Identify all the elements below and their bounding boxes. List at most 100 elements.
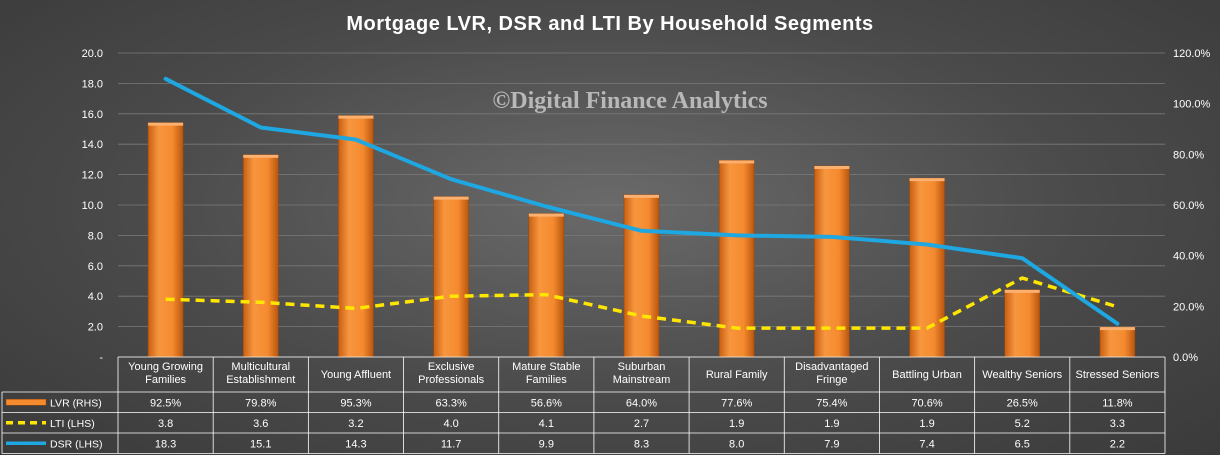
category-label-line: Suburban xyxy=(618,361,666,373)
table-value: 79.8% xyxy=(245,397,276,409)
y-left-tick-label: 8.0 xyxy=(88,230,103,242)
legend-label: DSR (LHS) xyxy=(50,438,103,450)
lti-line xyxy=(165,276,1118,330)
table-value: 1.9 xyxy=(729,418,744,430)
table-value: 4.0 xyxy=(443,418,458,430)
y-left-tick-label: - xyxy=(99,352,103,364)
lvr-bar-top xyxy=(814,165,850,169)
table-value: 2.7 xyxy=(634,418,649,430)
category-label-line: Multicultural xyxy=(231,361,290,373)
table-value: 7.4 xyxy=(919,438,934,450)
y-right-tick-label: 100.0% xyxy=(1173,99,1211,111)
category-label-line: Disadvantaged xyxy=(795,361,868,373)
lvr-bar-top xyxy=(528,213,564,217)
table-value: 2.2 xyxy=(1110,438,1125,450)
category-label: Young Affluent xyxy=(321,369,391,381)
y-left-tick-label: 10.0 xyxy=(82,200,103,212)
y-left-tick-label: 18.0 xyxy=(82,78,103,90)
lvr-bar-top xyxy=(338,115,374,119)
legend-label: LTI (LHS) xyxy=(50,418,95,430)
category-label-line: Wealthy Seniors xyxy=(982,369,1062,381)
category-label-line: Professionals xyxy=(418,374,485,386)
lvr-bar-top xyxy=(148,122,184,126)
y-right-tick-label: 80.0% xyxy=(1173,149,1204,161)
table-value: 7.9 xyxy=(824,438,839,450)
category-label: Rural Family xyxy=(706,369,768,381)
table-value: 1.9 xyxy=(919,418,934,430)
category-label-line: Fringe xyxy=(816,374,847,386)
category-label-line: Mature Stable xyxy=(512,361,580,373)
y-left-tick-label: 12.0 xyxy=(82,170,103,182)
table-value: 11.7 xyxy=(441,438,462,450)
y-left-tick-label: 14.0 xyxy=(82,139,103,151)
lvr-bar-top xyxy=(909,178,945,182)
axis-ticks: - 2.0 4.0 6.0 8.0 10.0 12.0 14.0 16.0 18.0 20.0 0.0… xyxy=(82,48,1211,364)
y-left-tick-label: 2.0 xyxy=(88,322,103,334)
table-value: 63.3% xyxy=(436,397,467,409)
table-value: 3.2 xyxy=(348,418,363,430)
table-value: 3.8 xyxy=(158,418,173,430)
lvr-bar-top xyxy=(433,196,469,200)
lvr-bar xyxy=(433,196,469,358)
category-label-line: Mainstream xyxy=(613,374,670,386)
table-value: 77.6% xyxy=(721,397,752,409)
lvr-bar-top xyxy=(719,160,755,164)
lvr-bar xyxy=(1004,289,1041,358)
table-value: 56.6% xyxy=(531,397,562,409)
chart-title: Mortgage LVR, DSR and LTI By Household S… xyxy=(346,13,873,35)
series-lines xyxy=(163,76,1120,330)
y-left-tick-label: 6.0 xyxy=(88,261,103,273)
table-value: 3.6 xyxy=(253,418,268,430)
lvr-bar-top xyxy=(243,154,279,158)
category-label-line: Families xyxy=(526,374,567,386)
table-value: 92.5% xyxy=(150,397,181,409)
category-label-line: Young Affluent xyxy=(321,369,391,381)
legend-key-lvr xyxy=(5,399,47,406)
table-value: 75.4% xyxy=(816,397,847,409)
lvr-bar xyxy=(528,213,565,358)
table-value: 26.5% xyxy=(1007,397,1038,409)
category-label-line: Establishment xyxy=(226,374,295,386)
table-value: 4.1 xyxy=(539,418,554,430)
dsr-line xyxy=(163,76,1120,326)
y-right-tick-label: 120.0% xyxy=(1173,48,1211,60)
table-value: 64.0% xyxy=(626,397,657,409)
table-value: 8.3 xyxy=(634,438,649,450)
table-value: 3.3 xyxy=(1110,418,1125,430)
category-label: Young Growing Families xyxy=(128,361,203,386)
lvr-bar-top xyxy=(624,194,659,198)
category-label: Battling Urban xyxy=(892,369,962,381)
category-label-line: Exclusive xyxy=(428,361,474,373)
category-label: Suburban Mainstream xyxy=(613,361,670,386)
y-right-tick-label: 0.0% xyxy=(1173,352,1198,364)
category-label-line: Rural Family xyxy=(706,369,768,381)
table-value: 5.2 xyxy=(1015,418,1030,430)
lvr-bar xyxy=(1099,326,1136,358)
lvr-bar xyxy=(909,177,945,358)
table-value: 6.5 xyxy=(1015,438,1030,450)
lvr-bar-top xyxy=(1099,327,1135,331)
y-right-tick-label: 40.0% xyxy=(1173,251,1204,263)
table-value: 18.3 xyxy=(155,438,176,450)
category-label: Wealthy Seniors xyxy=(982,369,1062,381)
table-value: 8.0 xyxy=(729,438,744,450)
table-value: 70.6% xyxy=(911,397,942,409)
lvr-bar xyxy=(623,194,660,358)
lvr-bar-top xyxy=(1004,289,1040,293)
table-value: 14.3 xyxy=(345,438,366,450)
table-value: 1.9 xyxy=(824,418,839,430)
table-value: 9.9 xyxy=(539,438,554,450)
lvr-bar xyxy=(242,154,279,358)
category-label-line: Families xyxy=(145,374,186,386)
lvr-bar xyxy=(814,165,850,358)
category-label-line: Battling Urban xyxy=(892,369,962,381)
category-label: Exclusive Professionals xyxy=(418,361,485,386)
lvr-bars xyxy=(147,115,1136,358)
category-label: Multicultural Establishment xyxy=(226,361,295,386)
legend-label: LVR (RHS) xyxy=(50,397,102,409)
category-label-line: Young Growing xyxy=(128,361,203,373)
category-label: Disadvantaged Fringe xyxy=(795,361,868,386)
table-value: 15.1 xyxy=(250,438,271,450)
